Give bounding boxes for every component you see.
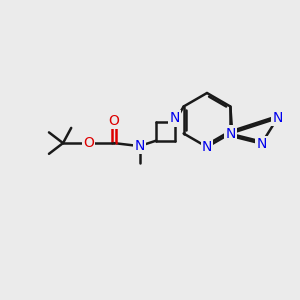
Text: N: N: [256, 136, 267, 151]
Text: O: O: [83, 136, 94, 150]
Text: N: N: [134, 139, 145, 153]
Text: O: O: [109, 114, 119, 128]
Text: N: N: [272, 111, 283, 125]
Text: N: N: [169, 112, 180, 125]
Text: N: N: [202, 140, 212, 154]
Text: N: N: [225, 127, 236, 140]
